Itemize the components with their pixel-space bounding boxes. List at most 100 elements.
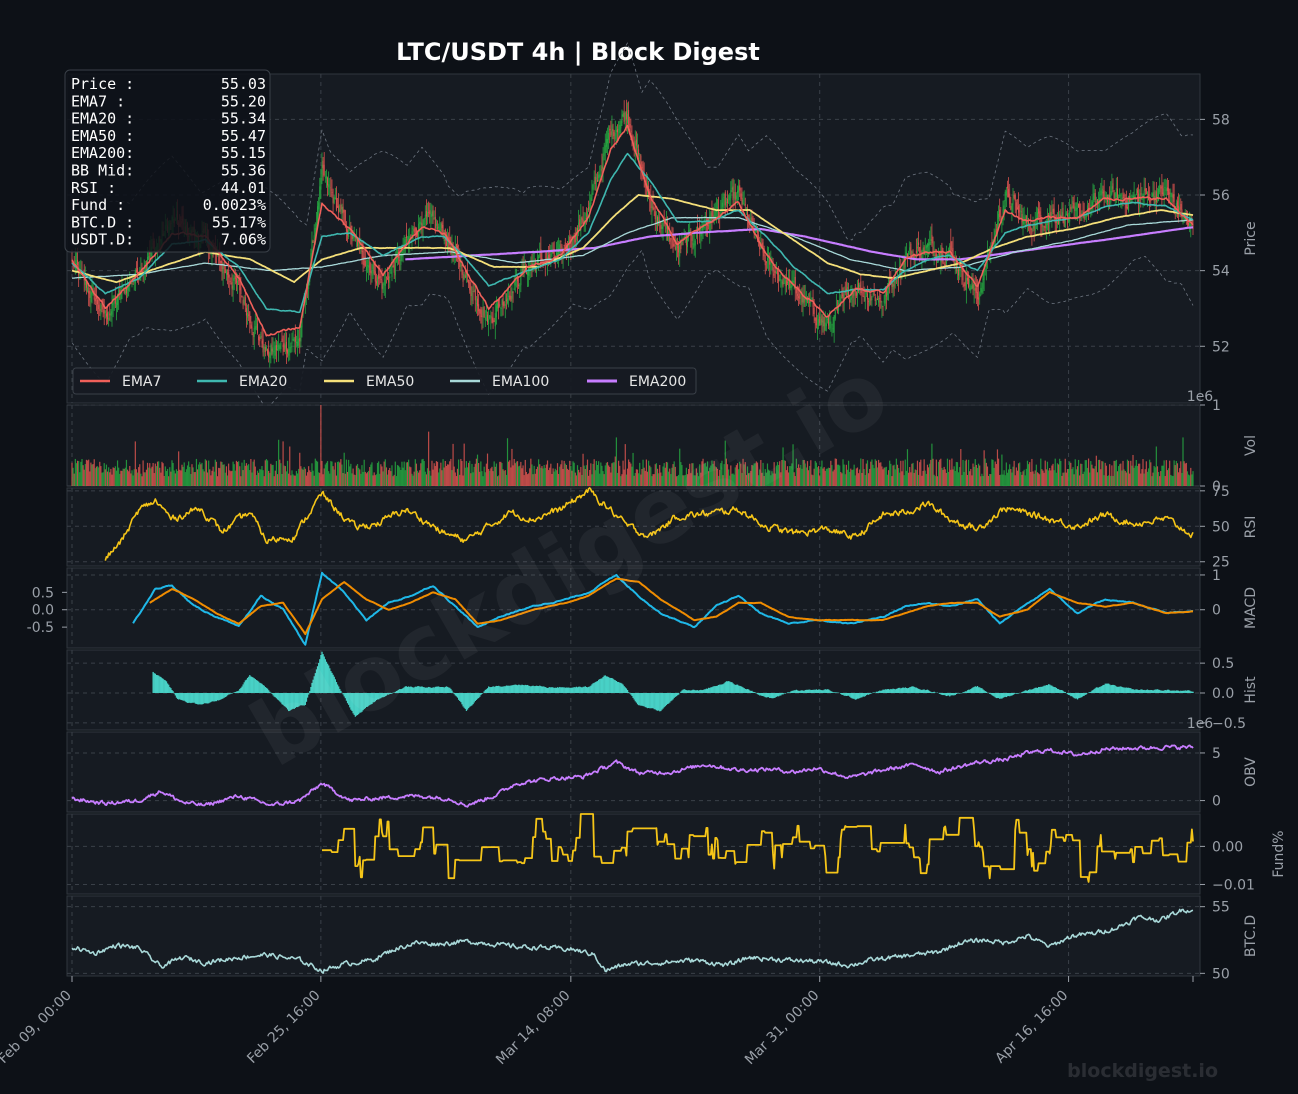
volume-bar [1137, 463, 1140, 486]
volume-bar [1167, 468, 1170, 486]
volume-bar [885, 466, 887, 486]
volume-bar [1099, 459, 1101, 486]
candle-body [121, 287, 123, 290]
y-tick-label: 50 [1212, 519, 1230, 535]
hist-bar [803, 690, 805, 693]
candle-body [107, 312, 109, 320]
candle-body [1080, 213, 1082, 216]
hist-bar [1160, 690, 1162, 693]
hist-bar [333, 676, 335, 693]
hist-bar [1167, 689, 1170, 693]
candle-body [785, 280, 787, 287]
volume-bar [754, 463, 756, 486]
hist-bar [1054, 687, 1056, 693]
candle-body [1111, 186, 1113, 194]
candle-body [241, 295, 243, 298]
volume-bar [809, 465, 811, 486]
hist-bar [1056, 688, 1059, 693]
volume-bar [793, 472, 795, 486]
volume-bar [381, 466, 383, 486]
volume-bar [1131, 465, 1133, 486]
candle-body [273, 351, 275, 353]
volume-bar [499, 461, 501, 486]
candle-body [528, 267, 530, 276]
y-tick-label: 1 [1212, 568, 1221, 584]
volume-bar [279, 459, 281, 486]
volume-bar [623, 469, 625, 486]
volume-bar [520, 461, 522, 486]
candle-body [1108, 195, 1110, 199]
hist-bar [496, 686, 499, 693]
volume-bar [1150, 462, 1152, 486]
hist-bar [1157, 689, 1160, 693]
hist-bar [604, 675, 606, 693]
volume-bar [104, 469, 106, 486]
volume-bar [847, 460, 850, 486]
candle-body [614, 132, 616, 140]
volume-bar [1123, 469, 1125, 486]
hist-bar [756, 692, 759, 695]
volume-bar [508, 461, 510, 486]
volume-bar [636, 469, 639, 486]
candle-body [259, 336, 261, 342]
volume-bar [695, 468, 697, 486]
volume-bar [280, 463, 282, 486]
candle-body [248, 314, 250, 316]
volume-bar [983, 450, 985, 486]
candle-body [783, 283, 785, 284]
candle-body [414, 227, 416, 234]
hist-bar [629, 692, 631, 694]
hist-bar [919, 689, 921, 693]
hist-bar [640, 692, 642, 706]
hist-bar [916, 688, 919, 693]
volume-bar [1044, 460, 1046, 486]
volume-bar [284, 466, 286, 486]
hist-bar [411, 687, 413, 693]
candle-body [1121, 197, 1123, 199]
hist-bar [255, 680, 258, 693]
hist-bar [641, 692, 643, 706]
volume-bar [1113, 460, 1115, 486]
candle-body [703, 225, 705, 229]
hist-bar [340, 690, 342, 693]
hist-bar [1189, 690, 1191, 693]
hist-bar [591, 684, 593, 693]
candle-body [913, 254, 915, 260]
volume-bar [930, 459, 932, 486]
hist-bar [618, 682, 620, 693]
hist-bar [242, 684, 244, 693]
volume-bar [970, 468, 972, 486]
volume-bar [931, 443, 933, 486]
hist-bar [1106, 683, 1109, 693]
volume-bar [1155, 446, 1157, 486]
hist-bar [256, 680, 259, 693]
volume-bar [949, 459, 951, 486]
hist-bar [634, 692, 636, 702]
candle-body [691, 235, 693, 241]
candle-body [293, 338, 295, 342]
hist-bar [955, 692, 958, 695]
candle-body [916, 246, 918, 249]
candle-body [871, 298, 873, 301]
volume-bar [1151, 476, 1153, 486]
volume-bar [1115, 459, 1117, 486]
hist-bar [312, 679, 314, 693]
volume-bar [454, 472, 456, 486]
candle-body [245, 308, 247, 316]
candle-body [776, 270, 778, 275]
candle-body [509, 295, 511, 300]
hist-bar [1103, 684, 1105, 693]
hist-bar [940, 692, 942, 695]
hist-bar [1124, 687, 1126, 693]
hist-bar [386, 692, 389, 695]
hist-bar [990, 692, 992, 695]
candle-body [814, 317, 816, 321]
hist-bar [163, 679, 165, 693]
volume-bar [1017, 463, 1020, 486]
hist-bar [378, 692, 380, 700]
candle-body [493, 320, 495, 323]
volume-bar [761, 472, 763, 486]
candle-body [735, 195, 737, 200]
volume-bar [708, 471, 710, 486]
volume-bar [265, 459, 268, 486]
